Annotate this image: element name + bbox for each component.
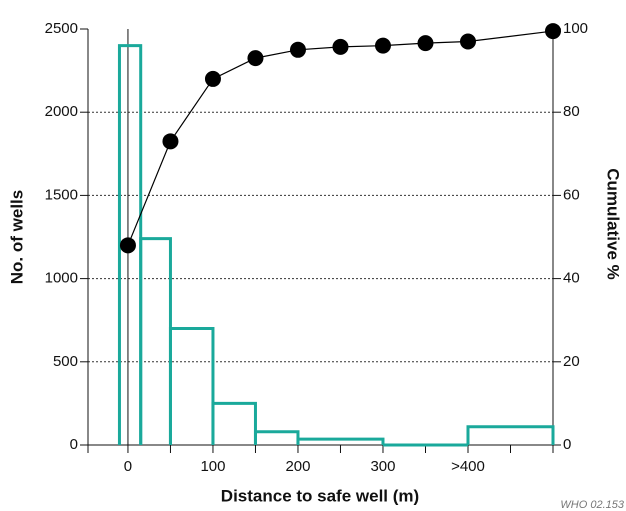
cumulative-point [332, 38, 349, 55]
y2-tick-label: 40 [563, 270, 580, 287]
cumulative-point [459, 33, 476, 50]
cumulative-line [127, 30, 554, 246]
x-tick-label: 300 [370, 458, 395, 475]
y2-tick-label: 20 [563, 353, 580, 370]
y2-tick-label: 100 [563, 20, 588, 37]
y-tick-label: 500 [53, 353, 78, 370]
cumulative-point [204, 70, 221, 87]
cumulative-point [417, 35, 434, 52]
y-axis-label: No. of wells [7, 190, 26, 284]
cumulative-point [162, 133, 179, 150]
y2-tick-label: 60 [563, 186, 580, 203]
cumulative-point [545, 23, 561, 40]
histogram-bar [466, 425, 555, 445]
histogram-bar [296, 437, 385, 445]
histogram-bar [211, 401, 257, 445]
x-axis-label: Distance to safe well (m) [221, 486, 419, 505]
y2-tick-label: 80 [563, 103, 580, 120]
cumulative-point [247, 50, 264, 67]
histogram-bar [168, 327, 215, 445]
x-tick-label: 200 [285, 458, 310, 475]
figure-code: WHO 02.153 [560, 499, 624, 511]
x-tick-label: 0 [124, 458, 132, 475]
y2-axis-label: Cumulative % [604, 168, 623, 279]
y-tick-label: 1000 [45, 270, 78, 287]
histogram-bar [139, 237, 172, 445]
y-tick-label: 2000 [45, 103, 78, 120]
x-tick-label: >400 [451, 458, 485, 475]
y-tick-label: 0 [70, 436, 78, 453]
cumulative-point [119, 237, 136, 254]
y2-tick-label: 0 [563, 436, 571, 453]
cumulative-point [374, 37, 391, 54]
y-tick-label: 2500 [45, 20, 78, 37]
x-tick-label: 100 [200, 458, 225, 475]
cumulative-point [289, 41, 306, 58]
histogram-bar [253, 430, 300, 445]
y-tick-label: 1500 [45, 186, 78, 203]
